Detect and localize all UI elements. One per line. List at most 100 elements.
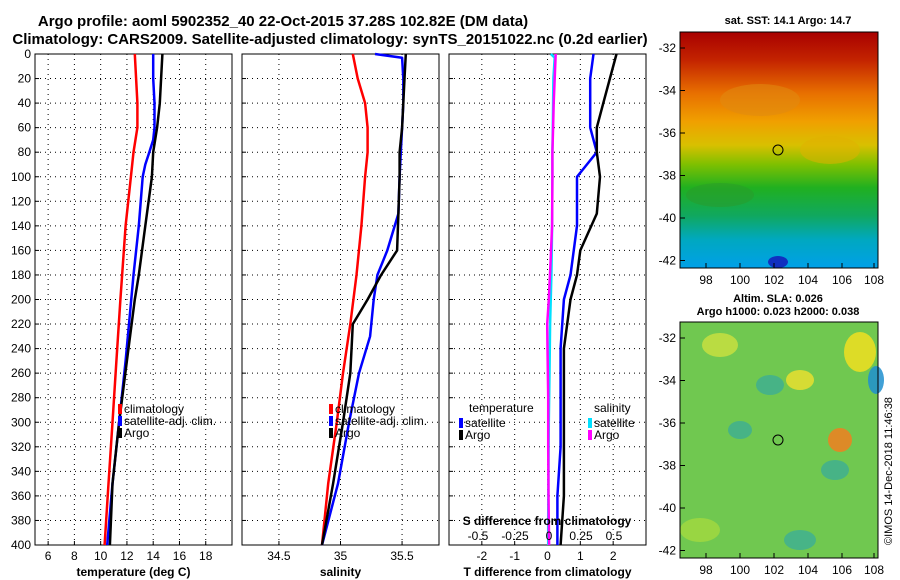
- legend-swatch: [329, 428, 333, 438]
- salinity-panel: 34.5 35 35.5 salinity climatologysatellite-a…: [241, 52, 440, 579]
- differences-panel: -2 -1 0 1 2 T difference from climatology temp…: [448, 53, 647, 579]
- legend-label: satellite-adj. clim.: [335, 414, 427, 428]
- legend-label: satellite: [594, 416, 635, 430]
- series-t-satellite: [556, 53, 599, 545]
- legend-swatch: [588, 418, 592, 428]
- sla-high-patch: [680, 518, 720, 542]
- y-tick-label: 260: [11, 366, 31, 380]
- x-tick-label: 16: [173, 549, 187, 563]
- sla-map-axes: 98 100 102 104 106 108 -32 -34 -36 -38 -40 -42: [659, 331, 885, 577]
- y-tick-label: 180: [11, 268, 31, 282]
- sla-low-patch: [728, 421, 752, 439]
- x-tick-label: 98: [699, 563, 713, 577]
- sla-map-subtitle: Argo h1000: 0.023 h2000: 0.038: [697, 306, 860, 318]
- series-argo: [320, 53, 408, 546]
- y-tick-label: 280: [11, 391, 31, 405]
- legend-label: Argo: [124, 426, 150, 440]
- y-tick-label: 40: [18, 96, 32, 110]
- legend-label: satellite: [465, 416, 506, 430]
- top-tick-label: -0.25: [501, 529, 529, 543]
- y-tick-label: 100: [11, 170, 31, 184]
- temperature-panel: 0 20 40 60 80 100 120 140 160 180 200 220 240 260 280 3…: [11, 47, 233, 579]
- sla-high-patch: [844, 332, 876, 372]
- sla-map-title: Altim. SLA: 0.026: [733, 293, 823, 305]
- x-tick-label: 1: [577, 549, 584, 563]
- y-tick-label: -32: [659, 331, 677, 345]
- sla-low-patch: [821, 460, 849, 480]
- y-tick-label: -36: [659, 416, 677, 430]
- sst-blue-spot: [768, 256, 788, 268]
- x-tick-label: 102: [764, 273, 784, 287]
- y-tick-label: 160: [11, 243, 31, 257]
- y-tick-label: -34: [659, 374, 677, 388]
- sst-warm-patch-2: [800, 136, 860, 164]
- series-climatology: [103, 53, 139, 546]
- legend-swatch: [459, 418, 463, 428]
- top-tick-label: 0: [546, 529, 553, 543]
- y-tick-label: 80: [18, 145, 32, 159]
- y-tick-label: -36: [659, 126, 677, 140]
- legend-swatch: [118, 416, 122, 426]
- sla-high-patch: [702, 333, 738, 357]
- x-tick-label: 108: [864, 563, 884, 577]
- x-tick-label: 104: [798, 563, 818, 577]
- x-tick-label: 12: [120, 549, 134, 563]
- legend-swatch: [118, 428, 122, 438]
- argo-location-marker: [772, 434, 784, 446]
- y-tick-label: 20: [18, 72, 32, 86]
- x-tick-label: 102: [764, 563, 784, 577]
- y-tick-label: -38: [659, 459, 677, 473]
- x-axis-label: salinity: [320, 565, 362, 579]
- y-tick-label: -40: [659, 501, 677, 515]
- y-tick-label: 320: [11, 440, 31, 454]
- x-tick-label: 100: [730, 273, 750, 287]
- sla-low-patch: [868, 366, 884, 394]
- sla-high-patch: [828, 428, 852, 452]
- credit-text: ©IMOS 14-Dec-2018 11:46:38: [883, 397, 895, 545]
- top-axis-label: S difference from climatology: [463, 514, 632, 528]
- legend-label: climatology: [124, 402, 184, 416]
- x-tick-label: 98: [699, 273, 713, 287]
- y-tick-label: 0: [24, 47, 31, 61]
- legend-swatch: [118, 404, 122, 414]
- x-tick-label: 35: [334, 549, 348, 563]
- y-tick-label: 60: [18, 121, 32, 135]
- x-tick-label: 35.5: [390, 549, 414, 563]
- figure-title-line2: Climatology: CARS2009. Satellite-adjuste…: [12, 31, 647, 48]
- y-tick-label: -34: [659, 84, 677, 98]
- plot-frame: [34, 53, 233, 546]
- x-tick-label: 18: [199, 549, 213, 563]
- legend-swatch: [329, 416, 333, 426]
- x-tick-label: 108: [864, 273, 884, 287]
- legend-swatch: [588, 430, 592, 440]
- sla-map-frame: [679, 321, 879, 559]
- x-tick-label: 14: [147, 549, 161, 563]
- argo-location-marker: [772, 144, 784, 156]
- sla-low-patch: [756, 375, 784, 395]
- figure-title-line1: Argo profile: aoml 5902352_40 22-Oct-201…: [38, 13, 528, 30]
- x-axis-label: T difference from climatology: [463, 565, 631, 579]
- x-tick-label: 106: [832, 563, 852, 577]
- y-tick-label: 140: [11, 219, 31, 233]
- x-tick-label: 10: [94, 549, 108, 563]
- sla-map: Altim. SLA: 0.026 Argo h1000: 0.023 h200…: [659, 293, 885, 577]
- sst-map-title: sat. SST: 14.1 Argo: 14.7: [725, 15, 852, 27]
- x-tick-label: 0: [544, 549, 551, 563]
- y-tick-label: 240: [11, 342, 31, 356]
- sla-low-patch: [784, 530, 816, 550]
- x-tick-label: 8: [71, 549, 78, 563]
- x-tick-label: 106: [832, 273, 852, 287]
- y-tick-label: -42: [659, 544, 677, 558]
- y-tick-label: 380: [11, 513, 31, 527]
- legend-label: Argo: [335, 426, 361, 440]
- x-tick-label: 100: [730, 563, 750, 577]
- x-tick-label: 34.5: [267, 549, 291, 563]
- legend-label: Argo: [594, 428, 620, 442]
- x-tick-label: 6: [45, 549, 52, 563]
- series-t-argo: [559, 53, 618, 546]
- legend-swatch: [329, 404, 333, 414]
- sst-warm-patch: [720, 84, 800, 116]
- top-tick-label: 0.5: [606, 529, 623, 543]
- y-tick-label: 300: [11, 415, 31, 429]
